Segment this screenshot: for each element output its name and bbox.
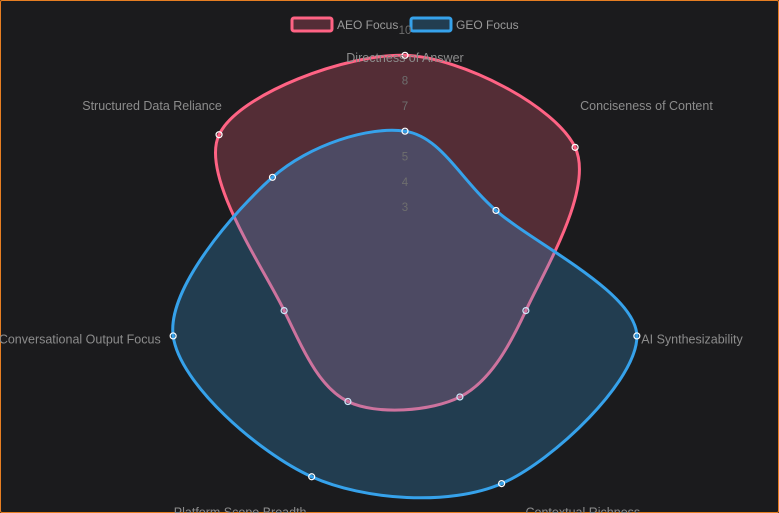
data-point-0-6[interactable] <box>215 131 223 139</box>
tick-label: 5 <box>402 152 408 164</box>
tick-label: 8 <box>402 76 408 88</box>
data-point-0-0[interactable] <box>401 51 409 59</box>
data-point-0-2[interactable] <box>522 306 530 315</box>
data-point-0-4[interactable] <box>344 397 352 406</box>
legend-label-1[interactable]: GEO Focus <box>456 18 519 32</box>
axis-label-0: Directness of Answer <box>346 51 463 65</box>
data-point-1-0[interactable] <box>401 127 409 135</box>
data-point-1-1[interactable] <box>492 206 500 215</box>
data-point-1-2[interactable] <box>633 332 641 340</box>
data-point-0-1[interactable] <box>571 143 579 151</box>
data-point-1-4[interactable] <box>308 473 316 481</box>
data-point-1-6[interactable] <box>268 173 277 181</box>
data-point-1-5[interactable] <box>169 332 177 340</box>
axis-label-5: Conversational Output Focus <box>0 333 161 347</box>
axis-label-1: Conciseness of Content <box>580 99 713 113</box>
series-layer <box>169 51 641 500</box>
tick-labels: 3 4 5 7 8 10 <box>399 25 412 214</box>
series-area-1 <box>171 128 639 500</box>
axis-labels: Directness of Answer Conciseness of Conte… <box>0 51 743 513</box>
legend-swatch-1[interactable] <box>409 16 453 33</box>
legend: AEO Focus GEO Focus <box>290 16 519 33</box>
tick-label: 4 <box>402 177 409 189</box>
series-area-0 <box>213 53 581 412</box>
axis-label-3: Contextual Richness <box>526 506 641 513</box>
tick-label: 3 <box>402 202 408 214</box>
tick-label: 10 <box>399 25 412 37</box>
data-point-0-3[interactable] <box>456 393 464 401</box>
axis-label-4: Platform Scope Breadth <box>174 506 307 513</box>
axis-label-6: Structured Data Reliance <box>82 99 222 113</box>
legend-swatch-0[interactable] <box>290 16 334 33</box>
data-point-1-3[interactable] <box>498 479 506 488</box>
axis-label-2: AI Synthesizability <box>641 333 743 347</box>
data-point-0-5[interactable] <box>280 306 288 315</box>
tick-label: 7 <box>402 101 408 113</box>
legend-label-0[interactable]: AEO Focus <box>337 18 398 32</box>
